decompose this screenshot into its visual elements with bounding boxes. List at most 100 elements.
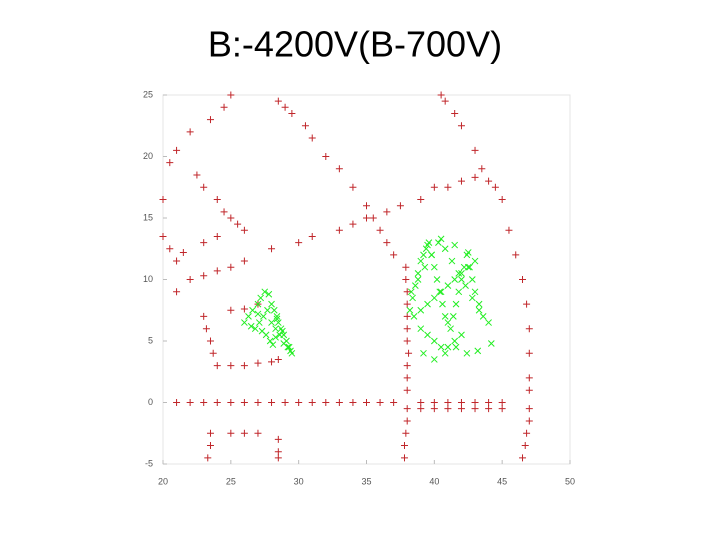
point [455,269,463,277]
point [485,319,492,326]
point [471,257,479,265]
point [451,276,459,283]
point [273,313,281,320]
point [485,399,493,406]
x-tick-label: 40 [429,476,439,486]
point [268,358,276,366]
point [261,288,269,296]
point [444,319,452,326]
point [403,374,411,382]
point [498,196,506,204]
point [485,405,493,413]
point [402,429,410,437]
chart-title: B:-4200V(B-700V) [208,24,502,65]
point [525,386,533,394]
point [448,257,456,265]
point [441,245,449,253]
point [475,306,483,314]
point [279,327,286,335]
point [227,429,235,437]
point [200,399,208,406]
point [266,337,274,345]
x-tick-label: 45 [497,476,507,486]
point [251,325,259,333]
point [491,183,499,191]
point [464,263,472,271]
point [444,183,452,191]
point [512,251,520,259]
point [414,269,422,277]
point [400,442,408,450]
point [376,226,384,234]
point [268,399,276,406]
x-tick-label: 50 [565,476,575,486]
point [424,241,431,249]
point [265,290,273,298]
point [349,220,357,228]
point [468,294,476,302]
point [249,306,256,314]
point [390,399,398,406]
point [436,288,444,296]
point [159,196,167,204]
y-tick-label: 25 [143,89,153,99]
point [295,399,303,406]
point [274,319,282,326]
point [417,196,425,204]
point [274,435,282,443]
point [405,349,413,357]
point [471,399,479,406]
point [417,257,425,265]
point [525,405,533,413]
point [213,267,221,275]
point [269,341,277,349]
point [430,399,438,406]
point [414,276,422,283]
point [422,245,430,253]
point [525,417,533,425]
point [424,300,431,308]
point [437,288,445,296]
point [525,349,533,357]
point [227,263,235,271]
point [407,288,415,296]
point [254,399,262,406]
point [400,454,408,462]
point [430,294,438,302]
point [285,343,293,351]
point [475,300,483,308]
point [322,399,330,406]
point [254,310,262,318]
point [409,294,416,302]
point [444,405,452,413]
point [179,248,187,256]
point [220,103,228,111]
point [213,232,221,240]
point [471,146,479,154]
point [441,313,449,320]
point [411,282,419,290]
point [498,399,506,406]
point [227,362,235,370]
point [186,128,194,136]
point [173,399,181,406]
point [523,300,531,308]
point [264,306,271,314]
x-tick-label: 35 [361,476,371,486]
point [390,251,398,259]
point [159,232,167,240]
point [444,399,452,406]
point [457,399,465,406]
point [260,313,267,320]
point [173,257,181,265]
point [274,97,282,105]
point [206,337,214,345]
point [403,337,411,345]
point [287,347,294,355]
point [227,306,235,314]
point [463,349,471,357]
point [430,263,438,271]
y-tick-label: 5 [148,335,153,345]
point [487,340,495,347]
point [455,288,463,296]
